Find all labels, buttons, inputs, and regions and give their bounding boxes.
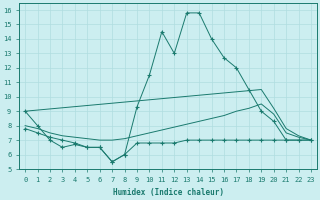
X-axis label: Humidex (Indice chaleur): Humidex (Indice chaleur)	[113, 188, 224, 197]
